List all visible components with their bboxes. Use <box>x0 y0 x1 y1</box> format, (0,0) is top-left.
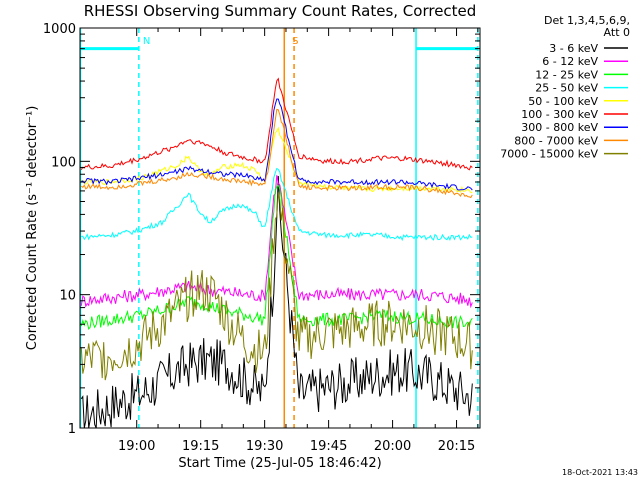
y-tick-label-3: 1000 <box>43 22 76 37</box>
legend-label-3: 25 - 50 keV <box>535 82 598 95</box>
x-axis-label: Start Time (25-Jul-05 18:46:42) <box>178 456 381 471</box>
legend-label-1: 6 - 12 keV <box>542 55 598 68</box>
y-tick-label-2: 100 <box>51 155 76 170</box>
series-line-6 <box>81 98 473 191</box>
series-line-4 <box>80 126 473 194</box>
y-tick-label-0: 1 <box>68 422 76 437</box>
series-line-2 <box>80 184 473 330</box>
series-line-3 <box>81 167 473 242</box>
series-line-1 <box>80 175 473 309</box>
series-line-7 <box>80 108 473 199</box>
series-line-5 <box>80 77 473 171</box>
legend-label-6: 300 - 800 keV <box>521 121 598 134</box>
chart-title: RHESSI Observing Summary Count Rates, Co… <box>84 2 477 20</box>
legend-label-8: 7000 - 15000 keV <box>500 148 598 161</box>
footer-timestamp: 18-Oct-2021 13:43 <box>562 468 638 477</box>
annotation-s: S <box>292 36 298 47</box>
legend-label-2: 12 - 25 keV <box>535 68 598 81</box>
x-tick-label-3: 19:45 <box>310 439 347 454</box>
x-tick-label-4: 20:00 <box>374 439 411 454</box>
plot-frame <box>79 27 481 429</box>
y-tick-label-1: 10 <box>59 289 76 304</box>
annotation-n: N <box>143 36 150 47</box>
legend-label-5: 100 - 300 keV <box>521 108 598 121</box>
x-tick-label-0: 19:00 <box>118 439 155 454</box>
x-tick-label-5: 20:15 <box>438 439 475 454</box>
legend-label-4: 50 - 100 keV <box>528 95 598 108</box>
axes: 19:00 19:15 19:30 19:45 20:00 20:15 1 10 100 1000 <box>43 22 480 454</box>
y-axis-label: Corrected Count Rate (s⁻¹ detector⁻¹) <box>25 106 40 351</box>
legend-label-0: 3 - 6 keV <box>549 42 598 55</box>
x-tick-label-1: 19:15 <box>182 439 219 454</box>
x-tick-label-2: 19:30 <box>246 439 283 454</box>
legend-header-line-1: Det 1,3,4,5,6,9, <box>544 14 630 27</box>
legend-label-7: 800 - 7000 keV <box>514 134 598 147</box>
legend-header-line-2: Att 0 <box>604 26 630 39</box>
series-line-8 <box>80 192 473 381</box>
